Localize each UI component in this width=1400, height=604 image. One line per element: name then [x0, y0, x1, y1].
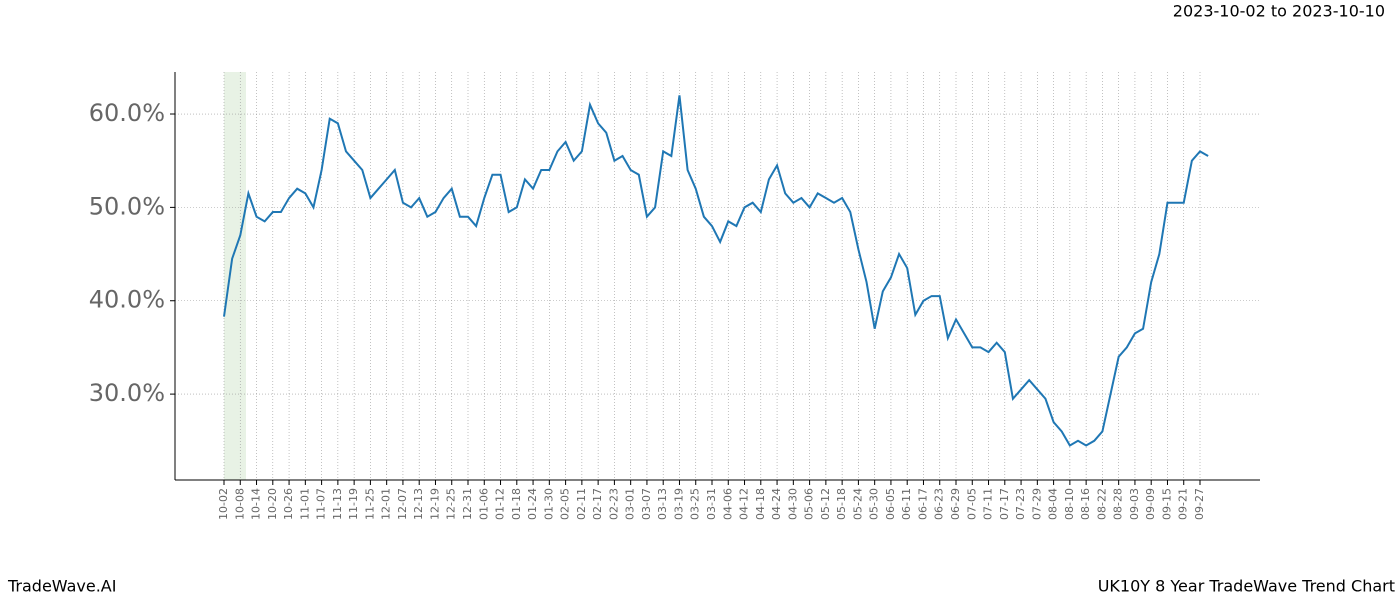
x-tick-label: 09-09	[1144, 488, 1157, 520]
x-tick-label: 11-13	[331, 488, 344, 520]
x-tick-label: 09-21	[1177, 488, 1190, 520]
x-tick-label: 02-23	[607, 488, 620, 520]
x-tick-label: 02-11	[575, 488, 588, 520]
x-tick-label: 11-01	[298, 488, 311, 520]
x-tick-label: 11-07	[315, 488, 328, 520]
x-tick-label: 09-27	[1193, 488, 1206, 520]
x-tick-label: 10-08	[233, 488, 246, 520]
x-tick-label: 04-30	[786, 488, 799, 520]
chart-title: UK10Y 8 Year TradeWave Trend Chart	[1098, 577, 1395, 596]
x-tick-label: 04-24	[770, 488, 783, 520]
x-tick-label: 03-31	[705, 488, 718, 520]
x-tick-label: 10-14	[250, 488, 263, 520]
x-tick-label: 12-25	[445, 488, 458, 520]
x-tick-label: 09-03	[1128, 488, 1141, 520]
x-tick-label: 05-18	[835, 488, 848, 520]
x-tick-label: 07-29	[1030, 488, 1043, 520]
x-tick-label: 01-30	[542, 488, 555, 520]
y-tick-label: 50.0%	[89, 192, 165, 220]
x-tick-label: 12-19	[428, 488, 441, 520]
x-tick-label: 08-10	[1063, 488, 1076, 520]
x-tick-label: 01-06	[477, 488, 490, 520]
x-tick-label: 02-05	[559, 488, 572, 520]
x-tick-label: 07-05	[965, 488, 978, 520]
x-tick-label: 12-13	[412, 488, 425, 520]
x-tick-label: 08-28	[1112, 488, 1125, 520]
x-tick-label: 10-02	[217, 488, 230, 520]
y-tick-label: 60.0%	[89, 99, 165, 127]
x-tick-label: 03-13	[656, 488, 669, 520]
x-tick-label: 05-12	[819, 488, 832, 520]
x-tick-label: 08-22	[1095, 488, 1108, 520]
x-tick-label: 11-25	[363, 488, 376, 520]
x-tick-label: 01-24	[526, 488, 539, 520]
y-tick-label: 40.0%	[89, 286, 165, 314]
x-tick-label: 07-23	[1014, 488, 1027, 520]
x-tick-label: 04-18	[754, 488, 767, 520]
x-tick-label: 03-07	[640, 488, 653, 520]
x-tick-label: 06-05	[884, 488, 897, 520]
x-tick-label: 05-30	[868, 488, 881, 520]
x-tick-label: 12-01	[380, 488, 393, 520]
data-line	[223, 95, 1209, 447]
x-tick-label: 04-06	[721, 488, 734, 520]
x-tick-label: 05-24	[851, 488, 864, 520]
x-tick-label: 12-07	[396, 488, 409, 520]
x-tick-label: 06-23	[933, 488, 946, 520]
x-tick-label: 02-17	[591, 488, 604, 520]
x-tick-label: 08-04	[1047, 488, 1060, 520]
x-tick-label: 06-17	[916, 488, 929, 520]
x-tick-label: 07-11	[982, 488, 995, 520]
x-tick-label: 08-16	[1079, 488, 1092, 520]
highlight-range	[224, 72, 246, 480]
x-tick-label: 05-06	[803, 488, 816, 520]
x-tick-label: 11-19	[347, 488, 360, 520]
x-tick-label: 04-12	[738, 488, 751, 520]
chart-subtitle: 2023-10-02 to 2023-10-10	[1173, 2, 1385, 21]
x-tick-label: 06-29	[949, 488, 962, 520]
x-tick-label: 07-17	[998, 488, 1011, 520]
x-tick-label: 10-26	[282, 488, 295, 520]
x-tick-label: 03-25	[689, 488, 702, 520]
x-tick-label: 01-18	[510, 488, 523, 520]
x-tick-label: 03-01	[624, 488, 637, 520]
x-tick-label: 03-19	[672, 488, 685, 520]
x-tick-label: 01-12	[494, 488, 507, 520]
x-tick-label: 10-20	[266, 488, 279, 520]
x-tick-label: 06-11	[900, 488, 913, 520]
brand: TradeWave.AI	[7, 577, 116, 596]
y-tick-label: 30.0%	[89, 379, 165, 407]
x-tick-label: 09-15	[1160, 488, 1173, 520]
x-tick-label: 12-31	[461, 488, 474, 520]
